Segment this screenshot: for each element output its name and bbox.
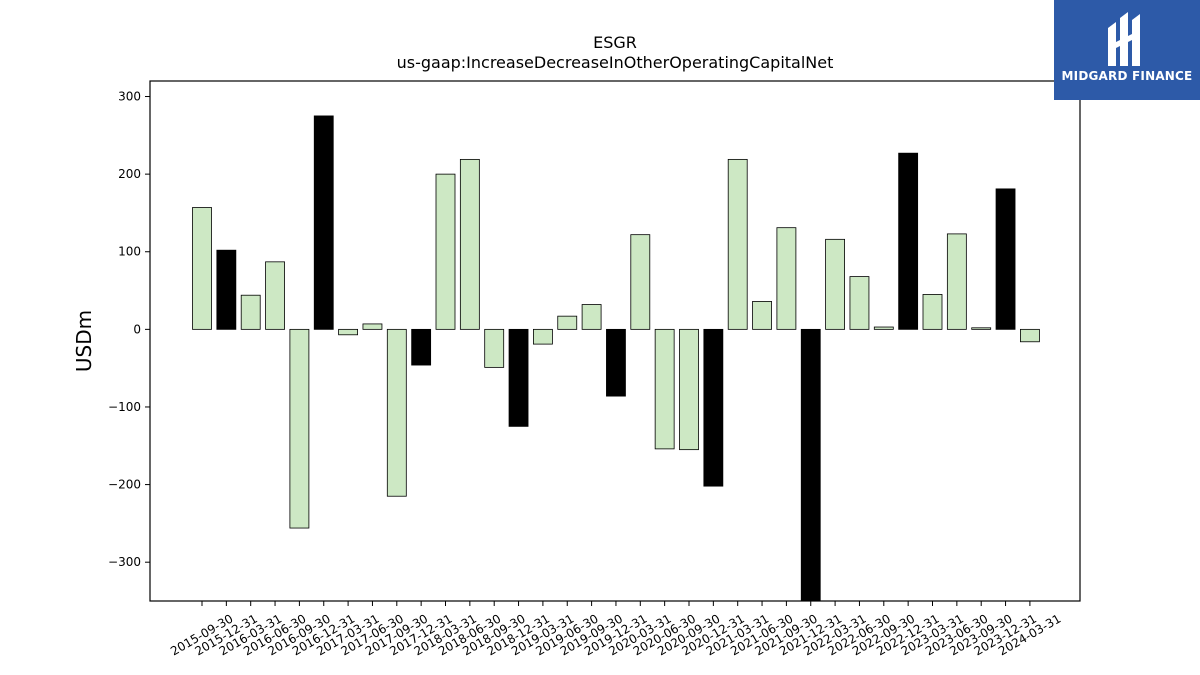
bar-2018-12-31 bbox=[508, 328, 529, 427]
y-axis-ticks: −300 −200 −100 0 100 200 300 bbox=[108, 90, 150, 569]
bar-2021-09-30 bbox=[776, 227, 797, 330]
bar-2022-12-31 bbox=[898, 152, 919, 330]
bar-2017-03-31 bbox=[338, 328, 359, 336]
bar-2016-09-30 bbox=[289, 328, 310, 529]
bar-2019-12-31 bbox=[606, 328, 626, 397]
bar-2019-03-31 bbox=[533, 328, 553, 345]
bar-2021-06-30 bbox=[752, 301, 772, 330]
bar-2016-06-30 bbox=[265, 261, 285, 330]
bar-2017-09-30 bbox=[386, 328, 407, 497]
bar-2022-09-30 bbox=[873, 326, 894, 330]
bar-2021-12-31 bbox=[800, 328, 821, 602]
y-tick-label: 100 bbox=[118, 245, 141, 259]
bar-2019-06-30 bbox=[557, 315, 578, 330]
bar-2018-03-31 bbox=[435, 173, 456, 330]
y-tick-label: −200 bbox=[108, 478, 141, 492]
bar-2022-03-31 bbox=[825, 238, 845, 330]
bar-2023-12-31 bbox=[995, 188, 1016, 330]
bar-2023-06-30 bbox=[946, 233, 967, 330]
bar-2020-12-31 bbox=[703, 328, 724, 487]
bar-2023-09-30 bbox=[971, 327, 992, 330]
bar-2022-06-30 bbox=[849, 276, 870, 330]
bar-2023-03-31 bbox=[922, 294, 943, 330]
chart-subtitle: us-gaap:IncreaseDecreaseInOtherOperating… bbox=[397, 53, 834, 72]
midgard-logo-icon bbox=[1108, 12, 1140, 66]
bar-2021-03-31 bbox=[727, 158, 748, 330]
y-tick-label: 200 bbox=[118, 167, 141, 181]
bar-2020-06-30 bbox=[654, 328, 675, 450]
plot-frame bbox=[149, 80, 1081, 602]
bar-2015-09-30 bbox=[192, 207, 212, 330]
chart-title: ESGR bbox=[593, 33, 637, 52]
bar-2020-03-31 bbox=[630, 234, 651, 330]
bar-2016-12-31 bbox=[313, 115, 334, 330]
bar-2019-09-30 bbox=[581, 304, 602, 330]
logo-text: MIDGARD FINANCE bbox=[1061, 69, 1193, 83]
y-tick-label: −300 bbox=[108, 555, 141, 569]
y-axis-label: USDm bbox=[72, 310, 96, 372]
bar-2017-06-30 bbox=[362, 323, 383, 330]
y-tick-label: 300 bbox=[118, 90, 141, 104]
midgard-finance-logo: MIDGARD FINANCE bbox=[1054, 0, 1200, 100]
bar-2024-03-31 bbox=[1020, 328, 1040, 343]
bar-2018-09-30 bbox=[484, 328, 505, 368]
bars-group bbox=[192, 115, 1040, 602]
y-tick-label: 0 bbox=[133, 322, 141, 336]
y-tick-label: −100 bbox=[108, 400, 141, 414]
bar-2017-12-31 bbox=[411, 328, 432, 366]
x-axis-ticks: 2015-09-302015-12-312016-03-312016-06-30… bbox=[168, 601, 1063, 658]
bar-2020-09-30 bbox=[679, 328, 699, 451]
bar-2018-06-30 bbox=[459, 158, 480, 330]
bar-2016-03-31 bbox=[240, 294, 261, 330]
bar-2015-12-31 bbox=[216, 249, 237, 330]
